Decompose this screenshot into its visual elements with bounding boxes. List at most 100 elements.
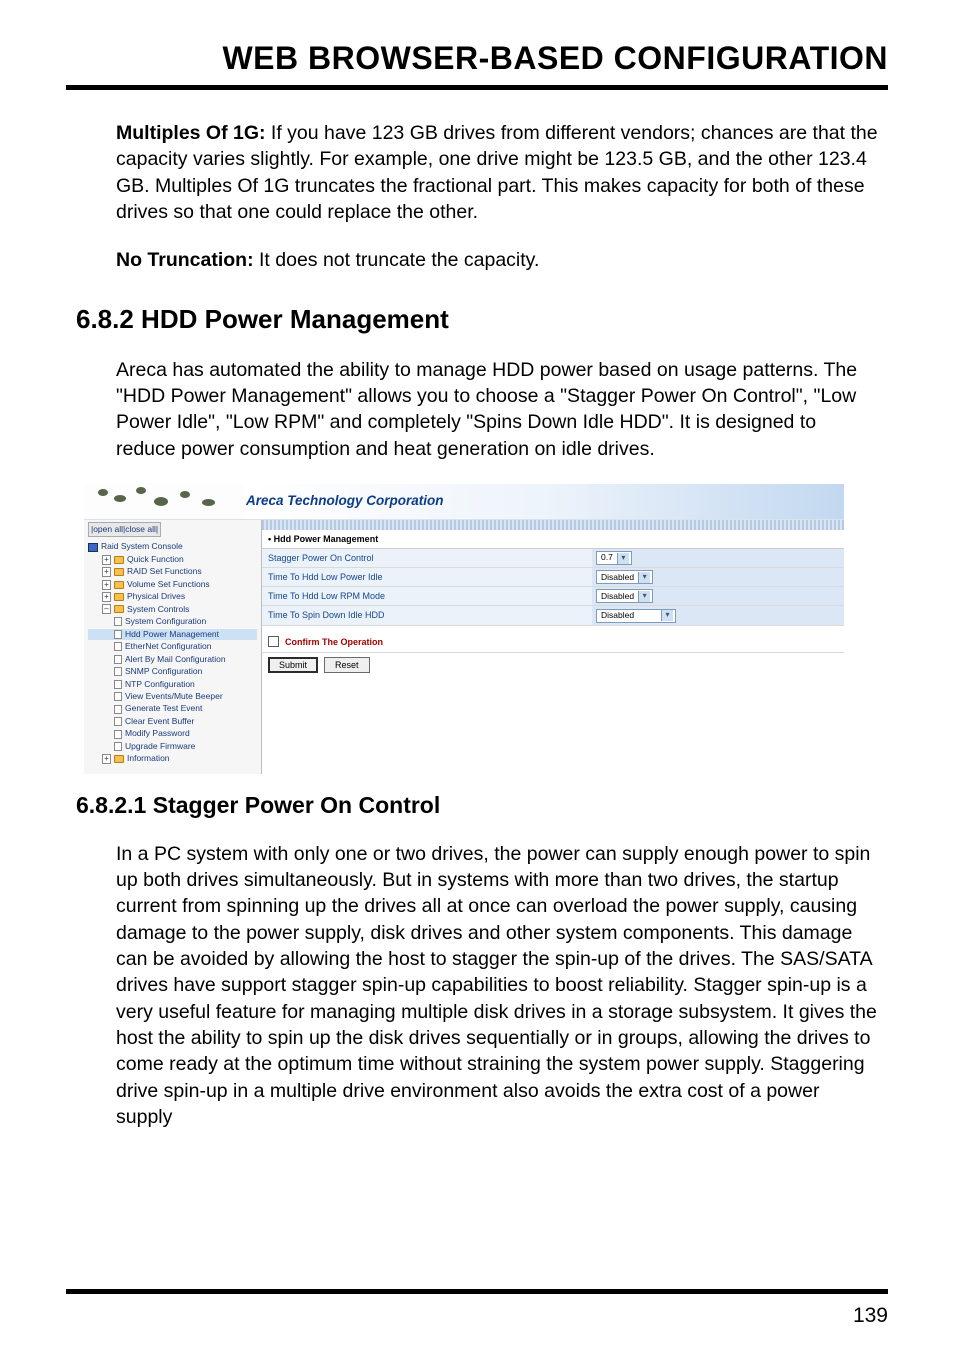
panel-title: • Hdd Power Management xyxy=(262,530,844,549)
tree-clear-event[interactable]: Clear Event Buffer xyxy=(88,716,257,727)
tree-generate-test[interactable]: Generate Test Event xyxy=(88,703,257,714)
logo-area xyxy=(84,483,244,519)
doc-icon xyxy=(114,692,122,701)
tree-label: RAID Set Functions xyxy=(127,566,202,577)
folder-icon xyxy=(114,605,124,613)
confirm-row: Confirm The Operation xyxy=(262,632,844,653)
tree-upgrade-firmware[interactable]: Upgrade Firmware xyxy=(88,741,257,752)
tree-label: Modify Password xyxy=(125,728,190,739)
para-notrunc: No Truncation: It does not truncate the … xyxy=(116,247,878,273)
minus-icon: – xyxy=(102,604,111,614)
button-row: Submit Reset xyxy=(262,653,844,677)
plus-icon: + xyxy=(102,567,111,577)
notrunc-heading: No Truncation: xyxy=(116,249,254,271)
tree-physical-drives[interactable]: +Physical Drives xyxy=(88,591,257,602)
tree-hdd-power-mgmt[interactable]: Hdd Power Management xyxy=(88,629,257,640)
doc-icon xyxy=(114,705,122,714)
tree-label: Clear Event Buffer xyxy=(125,716,194,727)
screenshot-body: |open all|close all| Raid System Console… xyxy=(84,520,844,774)
doc-icon xyxy=(114,667,122,676)
dropdown-stagger[interactable]: 0.7 ▾ xyxy=(596,551,632,565)
row-spin-down: Time To Spin Down Idle HDD Disabled ▾ xyxy=(262,606,844,625)
tree-alert-mail[interactable]: Alert By Mail Configuration xyxy=(88,654,257,665)
chevron-down-icon: ▾ xyxy=(617,553,629,564)
console-icon xyxy=(88,543,98,552)
tree-label: Upgrade Firmware xyxy=(125,741,195,752)
tree-system-configuration[interactable]: System Configuration xyxy=(88,616,257,627)
para-multiples: Multiples Of 1G: If you have 123 GB driv… xyxy=(116,120,878,225)
tree-label: Volume Set Functions xyxy=(127,579,210,590)
row-label: Time To Hdd Low RPM Mode xyxy=(262,587,592,605)
chevron-down-icon: ▾ xyxy=(638,591,650,602)
row-stagger-power: Stagger Power On Control 0.7 ▾ xyxy=(262,549,844,568)
row-low-rpm: Time To Hdd Low RPM Mode Disabled ▾ xyxy=(262,587,844,606)
dropdown-value: 0.7 xyxy=(601,552,613,563)
doc-icon xyxy=(114,742,122,751)
heading-6-8-2-1: 6.8.2.1 Stagger Power On Control xyxy=(76,790,878,821)
folder-icon xyxy=(114,755,124,763)
folder-icon xyxy=(114,556,124,564)
tree-modify-password[interactable]: Modify Password xyxy=(88,728,257,739)
confirm-checkbox[interactable] xyxy=(268,636,279,647)
tree-raid-set[interactable]: + RAID Set Functions xyxy=(88,566,257,577)
dropdown-spin-down[interactable]: Disabled ▾ xyxy=(596,609,676,623)
para-6-8-2: Areca has automated the ability to manag… xyxy=(116,357,878,462)
doc-icon xyxy=(114,642,122,651)
heading-6-8-2: 6.8.2 HDD Power Management xyxy=(76,302,878,337)
tree-label: Information xyxy=(127,753,170,764)
panel-title-text: Hdd Power Management xyxy=(274,534,379,544)
main-panel: • Hdd Power Management Stagger Power On … xyxy=(262,520,844,774)
plus-icon: + xyxy=(102,555,111,565)
dropdown-low-rpm[interactable]: Disabled ▾ xyxy=(596,589,653,603)
open-close-all[interactable]: |open all|close all| xyxy=(88,522,161,537)
para-6-8-2-1: In a PC system with only one or two driv… xyxy=(116,841,878,1130)
row-low-power-idle: Time To Hdd Low Power Idle Disabled ▾ xyxy=(262,568,844,587)
submit-button[interactable]: Submit xyxy=(268,657,318,673)
confirm-label: Confirm The Operation xyxy=(285,636,383,648)
tree-snmp-config[interactable]: SNMP Configuration xyxy=(88,666,257,677)
folder-icon xyxy=(114,568,124,576)
tree-label: Hdd Power Management xyxy=(125,629,219,640)
dropdown-low-power-idle[interactable]: Disabled ▾ xyxy=(596,570,653,584)
reset-button[interactable]: Reset xyxy=(324,657,370,673)
chevron-down-icon: ▾ xyxy=(661,610,673,621)
screenshot-header: Areca Technology Corporation xyxy=(84,484,844,520)
doc-icon xyxy=(114,717,122,726)
tree-label: EtherNet Configuration xyxy=(125,641,211,652)
embedded-screenshot: Areca Technology Corporation |open all|c… xyxy=(84,484,844,774)
tree-information[interactable]: + Information xyxy=(88,753,257,764)
folder-icon xyxy=(114,581,124,589)
tree-ethernet-config[interactable]: EtherNet Configuration xyxy=(88,641,257,652)
tree-volume-set[interactable]: + Volume Set Functions xyxy=(88,579,257,590)
doc-icon xyxy=(114,630,122,639)
plus-icon: + xyxy=(102,754,111,764)
chevron-down-icon: ▾ xyxy=(638,572,650,583)
tree-label: NTP Configuration xyxy=(125,679,195,690)
body-content: Multiples Of 1G: If you have 123 GB driv… xyxy=(66,120,888,1130)
tree-label: Quick Function xyxy=(127,554,184,565)
bullet-icon: • xyxy=(268,534,271,544)
doc-icon xyxy=(114,655,122,664)
tree-quick-function[interactable]: + Quick Function xyxy=(88,554,257,565)
footer-underline xyxy=(66,1289,888,1294)
doc-icon xyxy=(114,617,122,626)
notrunc-body: It does not truncate the capacity. xyxy=(254,249,540,271)
tree-root-label: Raid System Console xyxy=(101,541,183,552)
tree-ntp-config[interactable]: NTP Configuration xyxy=(88,679,257,690)
tree-system-controls[interactable]: –System Controls xyxy=(88,604,257,615)
tree-view-events[interactable]: View Events/Mute Beeper xyxy=(88,691,257,702)
tree-label: View Events/Mute Beeper xyxy=(125,691,223,702)
dropdown-value: Disabled xyxy=(601,591,634,602)
title-underline xyxy=(66,85,888,90)
tree-label: Generate Test Event xyxy=(125,703,202,714)
tree-label: SNMP Configuration xyxy=(125,666,202,677)
tree-label: System Configuration xyxy=(125,616,206,627)
page-title: WEB BROWSER-BASED CONFIGURATION xyxy=(66,40,888,85)
nav-tree: |open all|close all| Raid System Console… xyxy=(84,520,262,774)
dropdown-value: Disabled xyxy=(601,572,634,583)
row-label: Time To Hdd Low Power Idle xyxy=(262,568,592,586)
tree-root[interactable]: Raid System Console xyxy=(88,541,257,552)
row-label: Stagger Power On Control xyxy=(262,549,592,567)
plus-icon: + xyxy=(102,580,111,590)
doc-icon xyxy=(114,680,122,689)
